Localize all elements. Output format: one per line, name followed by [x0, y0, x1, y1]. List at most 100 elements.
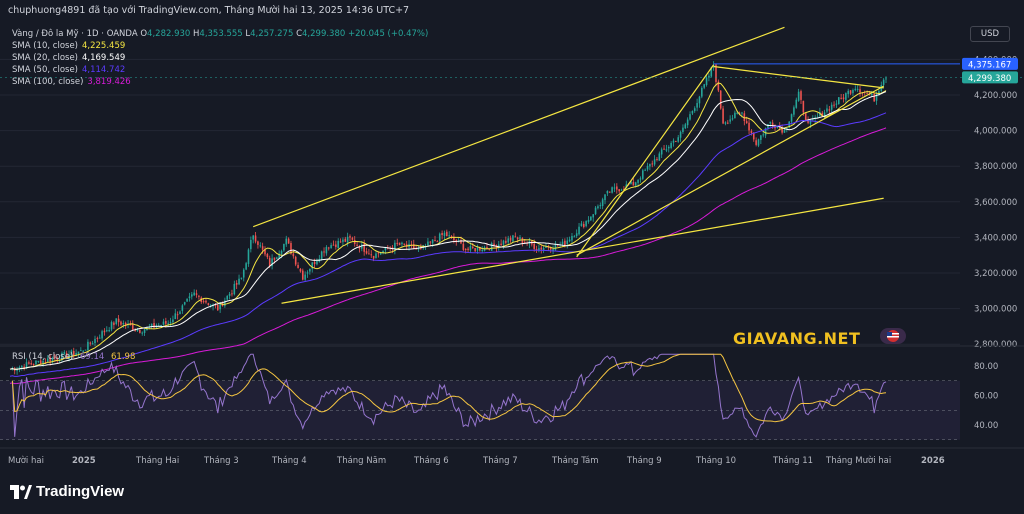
candle-body	[790, 114, 793, 122]
sma-line	[9, 82, 887, 370]
candle-body	[377, 252, 380, 254]
candle-body	[162, 321, 165, 325]
candle-body	[285, 238, 288, 245]
symbol-legend: Vàng / Đô la Mỹ · 1D · OANDA O4,282.930 …	[12, 28, 428, 40]
indicator-row: SMA (100, close) 3,819.426	[12, 76, 131, 88]
candle-body	[80, 350, 82, 352]
candle-body	[429, 241, 432, 243]
ohlc-key-c: C	[293, 29, 303, 39]
candle-body	[219, 302, 221, 310]
last-price-label-bg	[962, 71, 1018, 84]
candle-body	[261, 246, 264, 250]
candle-body	[620, 189, 623, 191]
candle-body	[103, 330, 106, 333]
candle-body	[44, 361, 47, 363]
horizontal-line-price-label-bg	[962, 57, 1018, 70]
candle-body	[821, 112, 824, 117]
candle-body	[264, 249, 266, 255]
candle-body	[252, 235, 255, 240]
candle-body	[176, 314, 179, 316]
candle-body	[96, 337, 99, 339]
candle-body	[427, 241, 429, 246]
candle-body	[649, 163, 651, 167]
candle-body	[420, 247, 422, 249]
candle-body	[460, 240, 462, 244]
candle-body	[332, 244, 335, 246]
candle-body	[75, 353, 77, 356]
candle-body	[516, 237, 519, 240]
candle-body	[554, 243, 557, 251]
candle-body	[705, 77, 708, 86]
candle-body	[325, 246, 328, 254]
candle-body	[743, 113, 746, 122]
candle-body	[601, 199, 604, 206]
candle-body	[804, 113, 807, 122]
candle-body	[727, 122, 729, 124]
candle-body	[590, 216, 592, 221]
candle-body	[566, 240, 569, 245]
rsi-ma-line	[11, 353, 887, 423]
candle-body	[311, 262, 314, 269]
candle-body	[276, 257, 278, 259]
candle-body	[434, 240, 436, 242]
candle-body	[398, 242, 401, 246]
candle-body	[207, 303, 210, 305]
candle-body	[25, 362, 28, 369]
candle-body	[800, 91, 802, 100]
candle-body	[885, 78, 887, 80]
candle-body	[301, 270, 304, 280]
brand-label: TradingView	[36, 483, 125, 500]
tradingview-brand[interactable]: TradingView	[10, 483, 124, 500]
candle-body	[306, 272, 309, 274]
candle-body	[578, 226, 580, 235]
indicator-row: SMA (10, close) 4,225.459	[12, 40, 131, 52]
candle-body	[155, 326, 158, 328]
candle-body	[632, 181, 635, 186]
candle-body	[538, 248, 540, 251]
ohlc-value-o: 4,282.930	[147, 29, 191, 39]
candle-body	[469, 246, 472, 251]
candle-body	[597, 206, 599, 209]
candle-body	[667, 146, 670, 149]
candle-body	[183, 302, 186, 305]
candle-body	[39, 360, 42, 365]
candle-body	[512, 235, 514, 242]
candle-body	[738, 112, 741, 114]
indicator-legend: SMA (10, close) 4,225.459 SMA (20, close) 4…	[12, 40, 131, 88]
candle-body	[198, 295, 200, 297]
candle-body	[592, 214, 595, 218]
candle-body	[94, 338, 96, 344]
candle-body	[30, 363, 33, 365]
candle-body	[89, 342, 92, 344]
chart-header: chuphuong4891 đã tạo với TradingView.com…	[0, 0, 1024, 22]
candle-body	[72, 351, 75, 356]
currency-selector[interactable]: USD	[970, 26, 1010, 42]
candle-body	[882, 79, 885, 85]
horizontal-line-price-label: 4,375.167	[968, 60, 1011, 70]
candle-body	[351, 237, 354, 240]
candle-body	[611, 187, 613, 193]
candle-body	[856, 88, 859, 90]
candle-body	[339, 241, 342, 243]
giavang-watermark: GIAVANG.NET	[733, 329, 861, 348]
candle-body	[441, 233, 443, 236]
price-tick-label: 2,800.000	[974, 340, 1017, 350]
time-tick-label: Tháng Hai	[135, 456, 179, 466]
candle-body	[497, 244, 500, 248]
candle-body	[235, 283, 238, 285]
candle-body	[540, 247, 543, 250]
sma-line	[9, 112, 887, 377]
candle-body	[535, 248, 538, 250]
candle-body	[202, 301, 205, 303]
candle-body	[245, 263, 247, 270]
candle-body	[384, 246, 387, 251]
rsi-legend: RSI (14, close) 69.14 61.98	[12, 351, 135, 363]
candle-body	[117, 318, 120, 323]
candle-body	[143, 329, 146, 333]
candle-body	[852, 89, 854, 94]
candle-body	[875, 94, 878, 101]
candle-body	[849, 90, 852, 94]
candle-body	[623, 189, 625, 191]
candle-body	[327, 247, 330, 249]
